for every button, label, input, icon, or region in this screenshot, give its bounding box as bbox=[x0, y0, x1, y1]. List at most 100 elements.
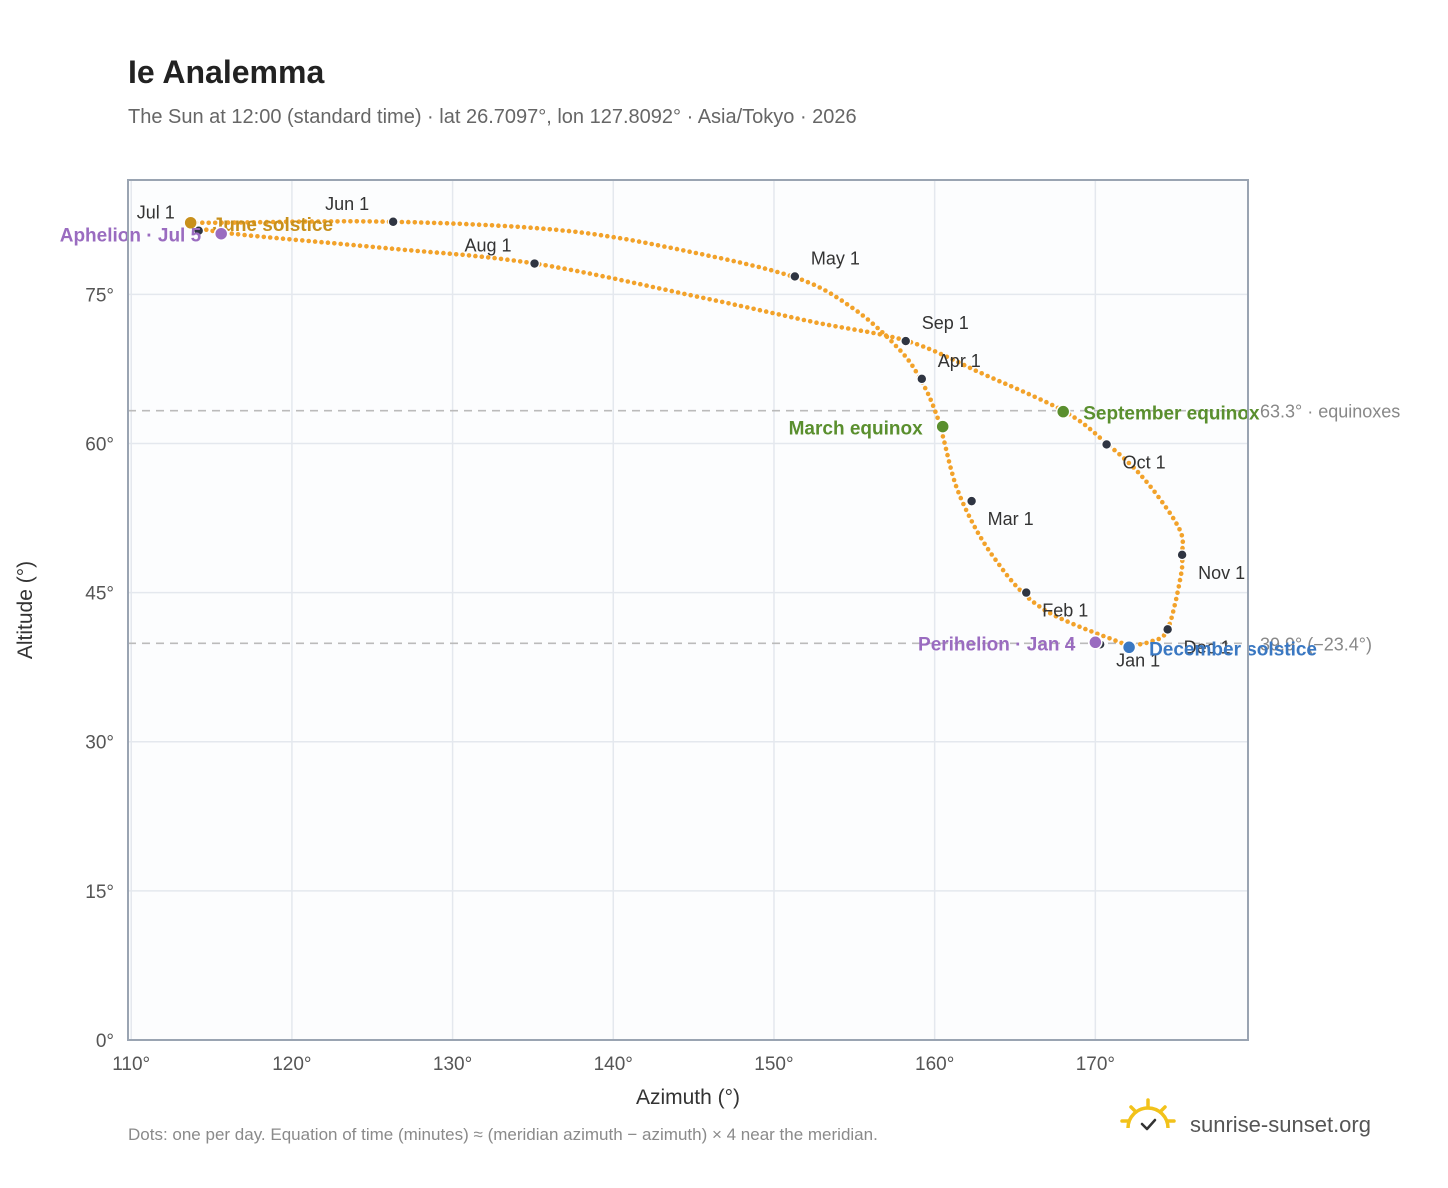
daily-dot bbox=[543, 263, 548, 268]
daily-dot bbox=[261, 234, 267, 240]
daily-dot bbox=[585, 231, 591, 236]
daily-dot bbox=[1089, 629, 1094, 634]
event-dot bbox=[183, 215, 198, 231]
brand-name: sunrise-sunset.org bbox=[1190, 1112, 1371, 1137]
daily-dot bbox=[631, 280, 637, 286]
daily-dot bbox=[380, 219, 385, 224]
event-label: Perihelion · Jan 4 bbox=[918, 634, 1076, 655]
daily-dot bbox=[932, 349, 938, 354]
x-tick-label: 130° bbox=[433, 1054, 472, 1075]
daily-dot bbox=[322, 219, 327, 224]
daily-dot bbox=[434, 250, 440, 255]
daily-dot bbox=[521, 224, 527, 230]
daily-dot bbox=[839, 325, 845, 330]
daily-dot bbox=[699, 252, 705, 257]
daily-dot bbox=[457, 221, 463, 227]
daily-dot bbox=[649, 241, 654, 247]
daily-dot bbox=[1131, 465, 1136, 470]
reference-line-label: 63.3° · equinoxes bbox=[1260, 402, 1400, 422]
daily-dot bbox=[415, 248, 421, 254]
daily-dot bbox=[950, 471, 955, 477]
daily-dot bbox=[682, 291, 687, 297]
daily-dot bbox=[814, 320, 819, 326]
daily-dot bbox=[421, 249, 427, 254]
daily-dot bbox=[229, 231, 235, 236]
daily-dot bbox=[669, 288, 675, 294]
month-label: Oct 1 bbox=[1123, 452, 1166, 472]
daily-dot bbox=[425, 220, 431, 225]
daily-dot bbox=[283, 219, 289, 225]
daily-dot bbox=[485, 255, 491, 260]
daily-dot bbox=[1008, 384, 1014, 389]
daily-dot bbox=[933, 409, 938, 415]
daily-dot bbox=[1144, 640, 1149, 646]
daily-dot bbox=[383, 245, 388, 251]
daily-dot bbox=[1140, 474, 1145, 480]
daily-dot bbox=[1169, 615, 1174, 621]
daily-dot bbox=[731, 258, 736, 264]
daily-dot bbox=[839, 298, 845, 303]
event-markers: March equinox September equinox June solst… bbox=[60, 215, 1317, 661]
daily-dot bbox=[598, 232, 604, 238]
daily-dot bbox=[431, 220, 437, 226]
daily-dot bbox=[573, 229, 578, 235]
month-label: Jul 1 bbox=[137, 203, 175, 223]
daily-dot bbox=[1172, 603, 1177, 608]
daily-dot bbox=[762, 266, 768, 271]
daily-dot bbox=[581, 270, 586, 275]
daily-dot bbox=[688, 292, 693, 298]
daily-dot bbox=[364, 244, 369, 249]
daily-dot bbox=[906, 358, 911, 363]
daily-dot bbox=[451, 221, 456, 226]
daily-dot bbox=[309, 219, 315, 224]
daily-dot bbox=[466, 253, 472, 258]
month-markers: Jan 1 Feb 1 Mar 1 Apr 1 May 1 Jun 1 Jul 1 Aug 1… bbox=[137, 194, 1245, 671]
daily-dot bbox=[638, 281, 643, 287]
daily-dot bbox=[943, 446, 949, 452]
daily-dot bbox=[826, 322, 832, 328]
daily-dot bbox=[483, 222, 488, 228]
x-tick-label: 110° bbox=[112, 1054, 150, 1075]
chart-subtitle: The Sun at 12:00 (standard time) · lat 2… bbox=[128, 106, 857, 128]
month-label: Apr 1 bbox=[938, 351, 981, 371]
daily-dot bbox=[935, 415, 940, 421]
daily-dot bbox=[877, 332, 883, 337]
daily-dot bbox=[1121, 456, 1127, 461]
daily-dot bbox=[348, 219, 353, 224]
reference-line-label: 39.9° (−23.4°) bbox=[1260, 634, 1372, 654]
daily-dot bbox=[675, 290, 681, 295]
daily-dot bbox=[956, 489, 961, 495]
daily-dot bbox=[920, 344, 926, 349]
daily-dot bbox=[1180, 545, 1185, 551]
daily-dot bbox=[922, 385, 928, 391]
daily-dot bbox=[805, 279, 811, 285]
event-dot bbox=[935, 419, 950, 434]
daily-dot bbox=[338, 241, 344, 247]
daily-dot bbox=[951, 477, 957, 483]
daily-dot bbox=[946, 459, 952, 464]
daily-dot bbox=[1044, 399, 1049, 405]
daily-dot bbox=[1144, 479, 1149, 485]
daily-dot bbox=[1126, 460, 1132, 466]
daily-dot bbox=[969, 519, 975, 524]
daily-dot bbox=[902, 353, 907, 358]
daily-dot bbox=[277, 219, 282, 225]
daily-dot bbox=[925, 391, 931, 397]
event-label: December solstice bbox=[1149, 639, 1317, 660]
month-label: Mar 1 bbox=[988, 509, 1034, 529]
daily-dot bbox=[896, 336, 901, 341]
daily-dot bbox=[1013, 582, 1018, 588]
daily-dot bbox=[961, 362, 967, 368]
daily-dot bbox=[476, 222, 482, 227]
daily-dot bbox=[267, 235, 273, 240]
daily-dot bbox=[1177, 527, 1182, 532]
daily-dot bbox=[406, 219, 411, 225]
daily-dot bbox=[694, 294, 700, 299]
daily-dot bbox=[361, 219, 366, 224]
month-dot bbox=[529, 258, 540, 269]
daily-dot bbox=[1031, 600, 1037, 605]
daily-dot bbox=[745, 305, 750, 310]
daily-dot bbox=[811, 282, 817, 288]
sun-check-icon bbox=[1120, 1098, 1176, 1131]
daily-dot bbox=[768, 267, 774, 273]
